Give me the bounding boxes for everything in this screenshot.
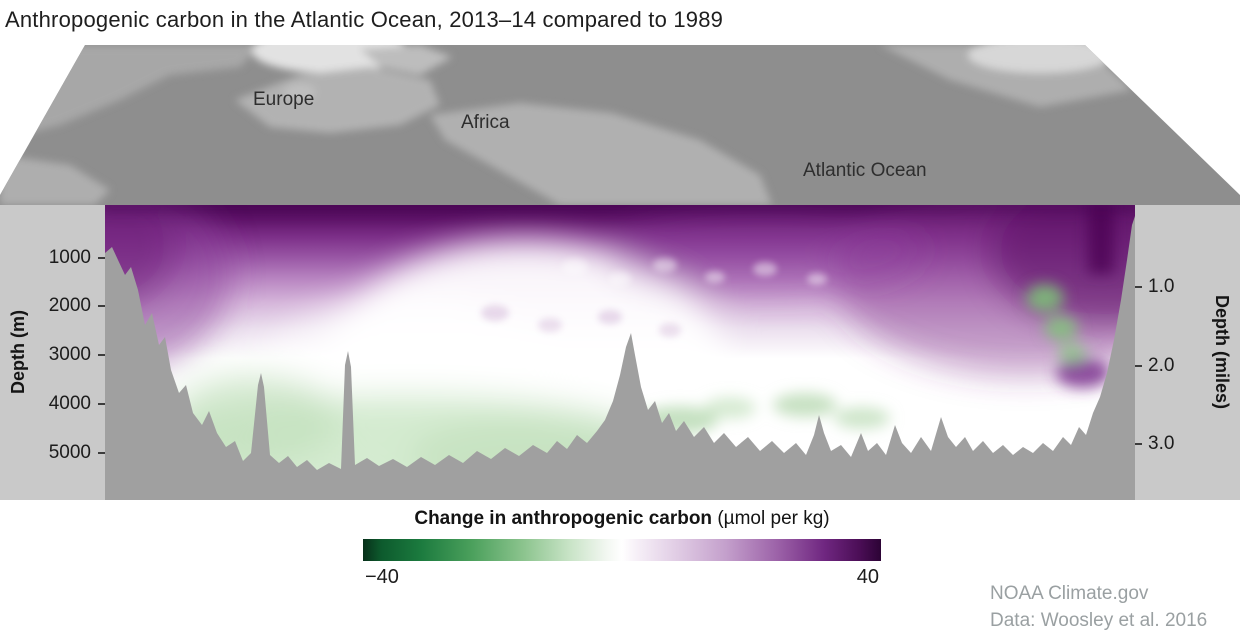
left-tickmark	[98, 354, 105, 356]
left-tick-4000: 4000	[48, 393, 91, 414]
attribution: NOAA Climate.gov Data: Woosley et al. 20…	[990, 580, 1207, 634]
colorbar-gradient	[363, 539, 881, 561]
attribution-source: NOAA Climate.gov	[990, 583, 1149, 604]
map-label-europe: Europe	[253, 89, 315, 110]
colorbar-title: Change in anthropogenic carbon (µmol per…	[363, 508, 881, 530]
right-tick-2-miles: 2.0	[1148, 355, 1175, 376]
carbon-local-anomalies	[105, 205, 1135, 434]
left-tick-2000: 2000	[48, 295, 91, 316]
left-tickmark	[98, 257, 105, 259]
page-title: Anthropogenic carbon in the Atlantic Oce…	[5, 7, 724, 32]
colorbar-max-label: 40	[856, 566, 879, 588]
cross-section-plot	[105, 205, 1135, 500]
right-tick-3-miles: 3.0	[1148, 433, 1175, 454]
right-tickmark	[1135, 443, 1142, 445]
colorbar-legend: Change in anthropogenic carbon (µmol per…	[363, 508, 881, 589]
right-tickmark	[1135, 365, 1142, 367]
right-axis-title: Depth (miles)	[1212, 295, 1232, 410]
map-landmasses	[0, 45, 1132, 205]
colorbar-title-units: (µmol per kg)	[717, 508, 830, 529]
seafloor-bathymetry	[105, 216, 1135, 500]
left-tick-5000: 5000	[48, 442, 91, 463]
right-tickmark	[1135, 286, 1142, 288]
right-axis: Depth (miles) 1.0 2.0 3.0	[1135, 205, 1240, 500]
left-axis: Depth (m) 1000 2000 3000 4000 5000	[0, 205, 105, 500]
carbon-large-anomalies	[105, 205, 1135, 500]
right-tick-1-mile: 1.0	[1148, 276, 1175, 297]
colorbar-title-text: Change in anthropogenic carbon	[414, 508, 713, 529]
map-3d-perspective: Europe Africa Atlantic Ocean	[0, 45, 1240, 205]
left-tickmark	[98, 305, 105, 307]
colorbar-labels: −40 40	[363, 566, 881, 589]
map-label-atlantic-ocean: Atlantic Ocean	[803, 160, 927, 181]
left-tick-3000: 3000	[48, 344, 91, 365]
carbon-change-field	[105, 205, 1135, 500]
map-graphic	[0, 45, 1240, 205]
left-tickmark	[98, 452, 105, 454]
left-axis-title: Depth (m)	[8, 310, 28, 395]
left-tick-1000: 1000	[48, 247, 91, 268]
carbon-speckle-texture	[481, 258, 827, 337]
attribution-data-credit: Data: Woosley et al. 2016	[990, 610, 1208, 631]
colorbar-min-label: −40	[365, 566, 399, 588]
left-tickmark	[98, 403, 105, 405]
map-label-africa: Africa	[461, 112, 510, 133]
cross-section-band: Depth (m) 1000 2000 3000 4000 5000	[0, 205, 1240, 500]
